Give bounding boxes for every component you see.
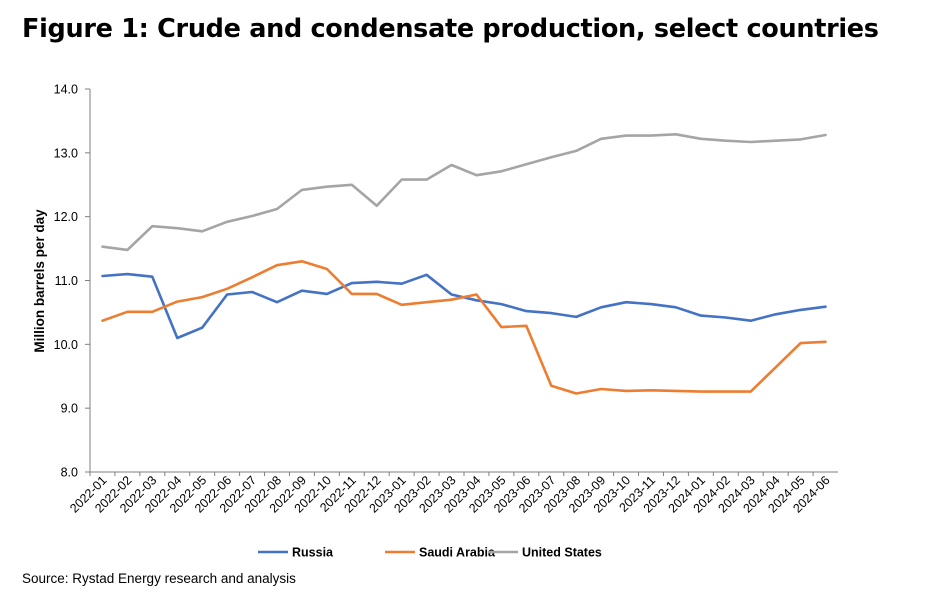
y-tick-label: 13.0 [54,146,78,160]
legend-label: United States [522,546,602,560]
y-tick-label: 14.0 [54,83,78,97]
y-tick-label: 11.0 [55,274,78,288]
series-line-united-states [101,133,827,252]
chart-axes: 8.09.010.011.012.013.014.02022-012022-02… [32,83,838,516]
chart-title: Figure 1: Crude and condensate productio… [22,14,879,44]
y-tick-label: 8.0 [61,466,78,480]
chart-legend: Russia Saudi Arabia United States [258,546,602,560]
y-tick-label: 10.0 [54,338,78,352]
legend-label: Russia [292,546,334,560]
series-line-saudi-arabia [101,259,827,395]
series-line-russia [101,272,827,340]
y-tick-label: 12.0 [54,210,78,224]
series-lines [101,133,827,395]
legend-item: Saudi Arabia [385,546,496,560]
legend-item: United States [488,546,602,560]
legend-item: Russia [258,546,334,560]
legend-label: Saudi Arabia [419,546,496,560]
y-tick-label: 9.0 [61,402,78,416]
y-axis-title: Million barrels per day [32,209,47,353]
source-note: Source: Rystad Energy research and analy… [22,571,296,586]
